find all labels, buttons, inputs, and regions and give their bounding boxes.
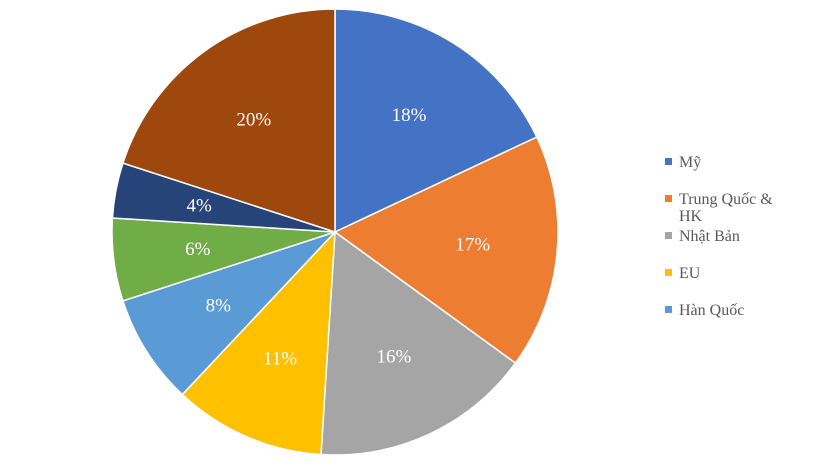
pie-slices xyxy=(111,8,559,456)
legend: Mỹ Trung Quốc & HK Nhật Bản EU Hàn Quốc xyxy=(665,154,773,319)
legend-label-line: Trung Quốc & xyxy=(679,191,773,208)
slice-label-7: 20% xyxy=(236,110,271,131)
legend-label-line: Hàn Quốc xyxy=(679,302,744,319)
legend-label-line: HK xyxy=(679,208,703,225)
pie-slice-0 xyxy=(334,8,538,233)
pie-slice-1 xyxy=(334,136,559,364)
legend-entry-1: Trung Quốc & HK xyxy=(665,191,773,225)
pie-slice-2 xyxy=(320,231,517,456)
legend-entry-2: Nhật Bản xyxy=(665,228,740,245)
legend-swatch-0 xyxy=(665,158,672,165)
legend-entry-4: Hàn Quốc xyxy=(665,302,744,319)
legend-label-2: Nhật Bản xyxy=(679,228,740,245)
slice-label-0: 18% xyxy=(392,105,427,126)
legend-swatch-3 xyxy=(665,269,672,276)
legend-label-4: Hàn Quốc xyxy=(679,302,744,319)
legend-label-1: Trung Quốc & HK xyxy=(679,191,773,225)
slice-label-1: 17% xyxy=(455,235,490,256)
legend-label-line: Nhật Bản xyxy=(679,228,740,245)
legend-swatch-2 xyxy=(665,232,672,239)
legend-label-line: EU xyxy=(679,265,701,282)
legend-swatch-4 xyxy=(665,306,672,313)
legend-label-0: Mỹ xyxy=(679,154,701,171)
pie-slice-3 xyxy=(181,231,336,456)
slice-label-6: 4% xyxy=(187,196,213,217)
legend-entry-3: EU xyxy=(665,265,701,282)
legend-label-3: EU xyxy=(679,265,701,282)
legend-label-line: Mỹ xyxy=(679,154,701,171)
legend-swatch-1 xyxy=(665,195,672,202)
slice-label-4: 8% xyxy=(206,296,232,317)
slice-label-3: 11% xyxy=(263,348,297,369)
pie-slice-7 xyxy=(122,8,336,233)
legend-entry-0: Mỹ xyxy=(665,154,701,171)
pie-slice-4 xyxy=(122,231,336,396)
pie-slice-labels: 18% 17% 16% 11% 8% 6% 4% 20% xyxy=(185,105,490,370)
slice-label-5: 6% xyxy=(185,239,211,260)
slice-label-2: 16% xyxy=(376,347,411,368)
